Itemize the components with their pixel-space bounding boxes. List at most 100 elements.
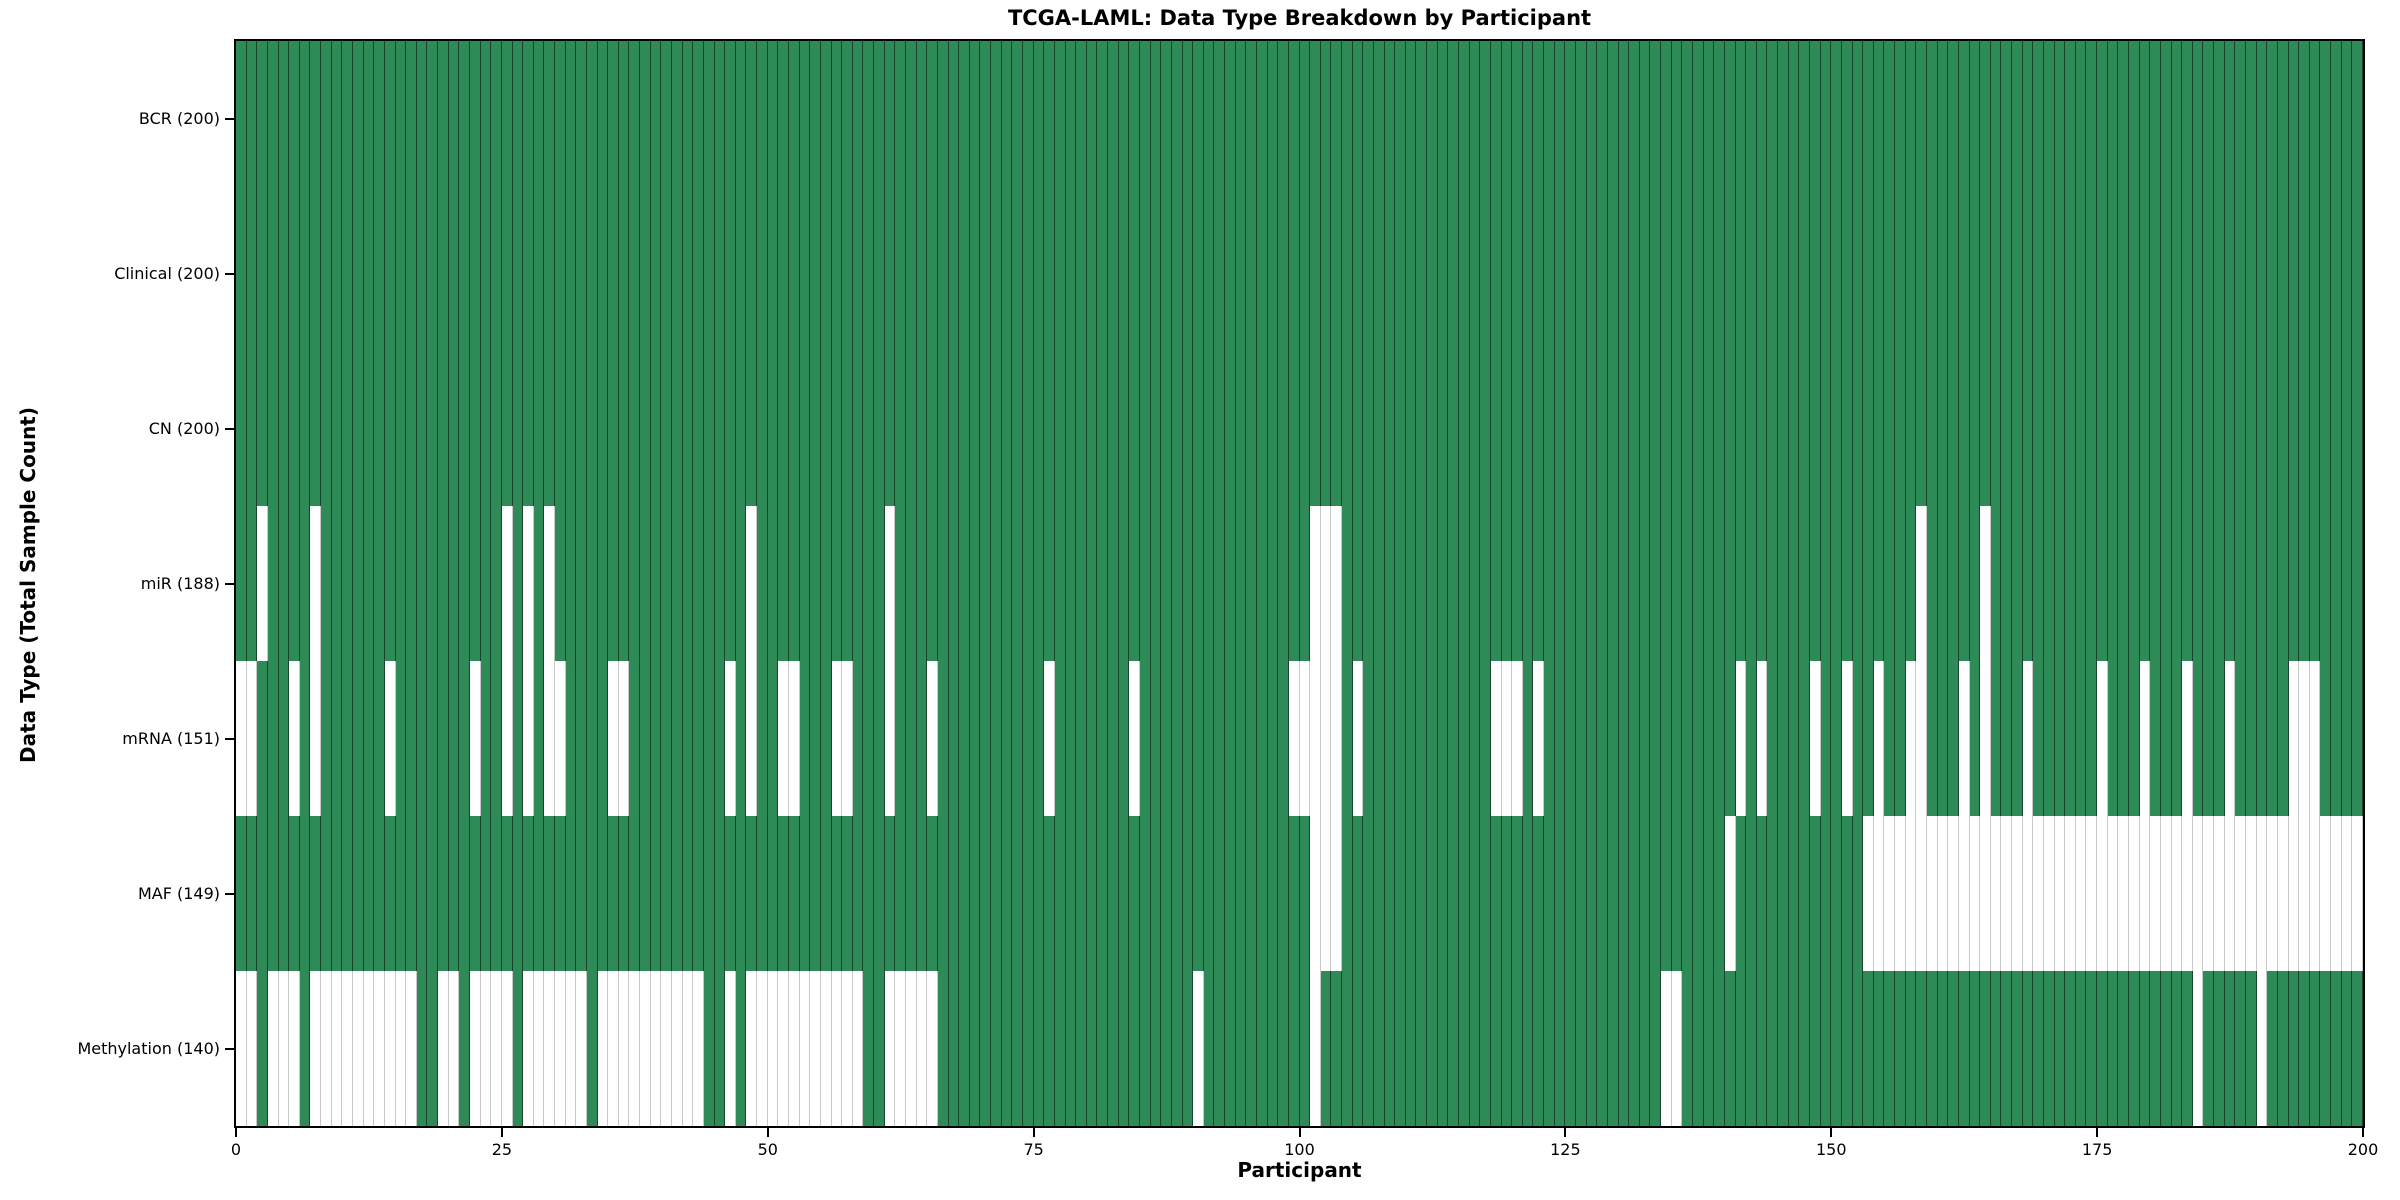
matrix-cell-clinical-8 xyxy=(321,196,332,351)
matrix-cell-mir-112 xyxy=(1427,506,1438,661)
matrix-cell-clinical-143 xyxy=(1756,196,1768,351)
matrix-cell-mir-195 xyxy=(2309,506,2321,661)
matrix-cell-maf-119 xyxy=(1501,816,1513,971)
matrix-cell-clinical-3 xyxy=(267,196,279,351)
matrix-cell-mir-94 xyxy=(1235,506,1247,661)
matrix-cell-methylation-175 xyxy=(2097,971,2108,1126)
matrix-cell-bcr-99 xyxy=(1288,41,1300,196)
matrix-cell-cn-48 xyxy=(746,351,758,506)
matrix-cell-mir-85 xyxy=(1139,506,1151,661)
matrix-cell-methylation-25 xyxy=(501,971,513,1126)
matrix-cell-clinical-133 xyxy=(1650,196,1662,351)
matrix-cell-bcr-174 xyxy=(2086,41,2098,196)
matrix-cell-mir-51 xyxy=(778,506,790,661)
matrix-cell-methylation-47 xyxy=(735,971,747,1126)
matrix-cell-mir-163 xyxy=(1969,506,1981,661)
matrix-cell-maf-138 xyxy=(1703,816,1715,971)
matrix-cell-maf-22 xyxy=(469,816,481,971)
matrix-cell-mrna-26 xyxy=(512,661,524,816)
matrix-cell-methylation-41 xyxy=(672,971,683,1126)
matrix-cell-mrna-126 xyxy=(1576,661,1587,816)
matrix-cell-clinical-155 xyxy=(1884,196,1896,351)
matrix-cell-mir-115 xyxy=(1459,506,1470,661)
matrix-cell-methylation-89 xyxy=(1182,971,1194,1126)
matrix-cell-mrna-140 xyxy=(1724,661,1736,816)
matrix-cell-mir-58 xyxy=(852,506,864,661)
matrix-cell-maf-35 xyxy=(608,816,619,971)
matrix-cell-cn-151 xyxy=(1841,351,1853,506)
matrix-cell-maf-96 xyxy=(1256,816,1268,971)
matrix-cell-methylation-19 xyxy=(438,971,449,1126)
matrix-cell-mir-57 xyxy=(842,506,853,661)
matrix-cell-mir-50 xyxy=(767,506,779,661)
matrix-cell-mir-134 xyxy=(1661,506,1672,661)
matrix-cell-cn-160 xyxy=(1937,351,1949,506)
matrix-cell-cn-89 xyxy=(1182,351,1194,506)
matrix-cell-cn-116 xyxy=(1469,351,1481,506)
matrix-cell-maf-49 xyxy=(757,816,768,971)
matrix-cell-methylation-180 xyxy=(2150,971,2161,1126)
matrix-cell-mir-72 xyxy=(1001,506,1013,661)
matrix-cell-bcr-97 xyxy=(1267,41,1279,196)
matrix-cell-mrna-3 xyxy=(267,661,279,816)
matrix-cell-bcr-80 xyxy=(1086,41,1098,196)
matrix-cell-mrna-93 xyxy=(1225,661,1236,816)
matrix-cell-mrna-84 xyxy=(1129,661,1140,816)
matrix-cell-cn-157 xyxy=(1905,351,1917,506)
matrix-cell-mir-48 xyxy=(746,506,758,661)
matrix-cell-bcr-191 xyxy=(2267,41,2278,196)
matrix-cell-mir-98 xyxy=(1278,506,1289,661)
matrix-cell-bcr-57 xyxy=(842,41,853,196)
matrix-cell-cn-131 xyxy=(1629,351,1640,506)
matrix-cell-mrna-128 xyxy=(1597,661,1608,816)
matrix-cell-mir-8 xyxy=(321,506,332,661)
matrix-cell-methylation-2 xyxy=(257,971,268,1126)
matrix-cell-cn-197 xyxy=(2331,351,2342,506)
matrix-cell-methylation-82 xyxy=(1108,971,1119,1126)
matrix-cell-mrna-111 xyxy=(1416,661,1428,816)
matrix-cell-maf-81 xyxy=(1097,816,1109,971)
matrix-cell-clinical-40 xyxy=(661,196,673,351)
matrix-cell-maf-117 xyxy=(1480,816,1491,971)
matrix-cell-mrna-97 xyxy=(1267,661,1279,816)
matrix-cell-clinical-170 xyxy=(2043,196,2055,351)
matrix-cell-cn-181 xyxy=(2160,351,2172,506)
matrix-cell-methylation-93 xyxy=(1225,971,1236,1126)
matrix-cell-clinical-171 xyxy=(2054,196,2066,351)
matrix-cell-bcr-185 xyxy=(2203,41,2215,196)
matrix-cell-clinical-169 xyxy=(2033,196,2044,351)
matrix-cell-mrna-67 xyxy=(948,661,960,816)
y-tick-label-methylation: Methylation (140) xyxy=(77,1038,220,1058)
matrix-cell-cn-147 xyxy=(1799,351,1810,506)
matrix-cell-bcr-78 xyxy=(1065,41,1077,196)
matrix-cell-maf-165 xyxy=(1990,816,2002,971)
matrix-cell-methylation-156 xyxy=(1895,971,1906,1126)
matrix-cell-methylation-173 xyxy=(2075,971,2087,1126)
matrix-cell-clinical-150 xyxy=(1831,196,1842,351)
matrix-cell-clinical-186 xyxy=(2214,196,2225,351)
matrix-cell-mrna-137 xyxy=(1692,661,1704,816)
matrix-cell-mir-188 xyxy=(2235,506,2246,661)
matrix-cell-methylation-17 xyxy=(416,971,428,1126)
matrix-cell-mrna-124 xyxy=(1554,661,1566,816)
matrix-cell-cn-169 xyxy=(2033,351,2044,506)
matrix-cell-methylation-7 xyxy=(310,971,322,1126)
matrix-cell-mrna-61 xyxy=(884,661,896,816)
matrix-cell-methylation-140 xyxy=(1724,971,1736,1126)
matrix-cell-mrna-174 xyxy=(2086,661,2098,816)
matrix-cell-bcr-180 xyxy=(2150,41,2161,196)
matrix-cell-cn-57 xyxy=(842,351,853,506)
matrix-cell-clinical-179 xyxy=(2139,196,2151,351)
matrix-cell-clinical-108 xyxy=(1384,196,1396,351)
matrix-cell-cn-58 xyxy=(852,351,864,506)
matrix-cell-methylation-83 xyxy=(1118,971,1130,1126)
matrix-cell-mrna-105 xyxy=(1352,661,1364,816)
matrix-cell-clinical-122 xyxy=(1533,196,1545,351)
matrix-cell-clinical-17 xyxy=(416,196,428,351)
matrix-cell-bcr-18 xyxy=(427,41,439,196)
matrix-cell-cn-174 xyxy=(2086,351,2098,506)
matrix-cell-maf-157 xyxy=(1905,816,1917,971)
matrix-cell-clinical-135 xyxy=(1671,196,1683,351)
matrix-cell-bcr-173 xyxy=(2075,41,2087,196)
matrix-cell-mrna-89 xyxy=(1182,661,1194,816)
